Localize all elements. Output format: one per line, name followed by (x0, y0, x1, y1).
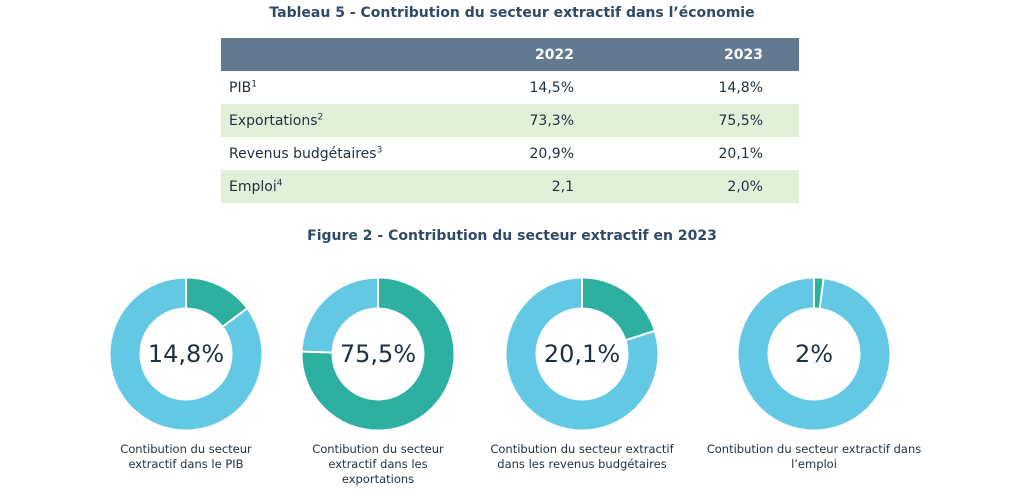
donut-chart: 14,8% (110, 278, 262, 430)
slice-separator (626, 330, 655, 341)
cell-2023: 20,1% (718, 145, 763, 162)
row-label: Revenus budgétaires3 (221, 137, 421, 170)
row-label: Exportations2 (221, 104, 421, 137)
caption-line: extractif dans le PIB (128, 457, 244, 471)
row-label-text: Revenus budgétaires (229, 145, 377, 162)
table-row: Revenus budgétaires3 20,9% 20,1% (221, 137, 799, 170)
donut-caption: Contibution du secteur extractif dans l’e… (694, 442, 934, 472)
cell-2022: 20,9% (529, 145, 574, 162)
footnote-marker: 2 (317, 111, 324, 122)
donut-caption: Contibution du secteur extractif dans le … (101, 442, 271, 472)
caption-line: Contibution du secteur extractif (490, 442, 674, 456)
donut-caption: Contibution du secteur extractif dans les… (482, 442, 682, 472)
donut-value-label: 75,5% (339, 340, 417, 368)
donut-svg (506, 278, 658, 430)
slice-separator (302, 350, 332, 354)
header-empty (221, 38, 421, 71)
cell-2023: 14,8% (718, 79, 763, 96)
footnote-marker: 4 (276, 177, 283, 188)
contribution-table: 2022 2023 PIB1 14,5% 14,8% Exportations2… (221, 38, 799, 203)
donut-svg (738, 278, 890, 430)
donut-value-label: 20,1% (543, 340, 621, 368)
donut-value-label: 2% (794, 340, 834, 368)
row-label-text: Emploi (229, 178, 277, 195)
row-label-text: PIB (229, 79, 252, 96)
slice-separator (222, 308, 248, 327)
footnote-marker: 1 (251, 78, 257, 89)
row-label: Emploi4 (221, 170, 421, 203)
cell-2022: 73,3% (529, 112, 574, 129)
cell-2023: 75,5% (718, 112, 763, 129)
donut-caption: Contibution du secteur extractif dans les… (293, 442, 463, 487)
caption-line: Contibution du secteur extractif dans (706, 442, 922, 456)
donut-svg (302, 278, 454, 430)
table-row: Emploi4 2,1 2,0% (221, 170, 799, 203)
row-label-text: Exportations (229, 112, 318, 129)
donut-chart: 2% (738, 278, 890, 430)
table-title: Tableau 5 - Contribution du secteur extr… (269, 5, 755, 21)
donut-chart: 75,5% (302, 278, 454, 430)
slice-separator (818, 278, 825, 308)
caption-line: dans les revenus budgétaires (497, 457, 667, 471)
cell-2022: 14,5% (529, 79, 574, 96)
donut-chart: 20,1% (506, 278, 658, 430)
donut-svg (110, 278, 262, 430)
table-header-row: 2022 2023 (221, 38, 799, 71)
figure-title: Figure 2 - Contribution du secteur extra… (307, 228, 717, 244)
table-row: Exportations2 73,3% 75,5% (221, 104, 799, 137)
header-2022: 2022 (535, 46, 574, 63)
cell-2022: 2,1 (551, 178, 574, 195)
caption-line: Contibution du secteur (312, 442, 444, 456)
cell-2023: 2,0% (727, 178, 763, 195)
caption-line: Contibution du secteur (120, 442, 252, 456)
caption-line: extractif dans les (328, 457, 428, 471)
header-2023: 2023 (724, 46, 763, 63)
donut-value-label: 14,8% (147, 340, 225, 368)
caption-line: l’emploi (791, 457, 837, 471)
caption-line: exportations (341, 472, 415, 486)
footnote-marker: 3 (376, 144, 383, 155)
table-row: PIB1 14,5% 14,8% (221, 71, 799, 104)
row-label: PIB1 (221, 71, 421, 104)
